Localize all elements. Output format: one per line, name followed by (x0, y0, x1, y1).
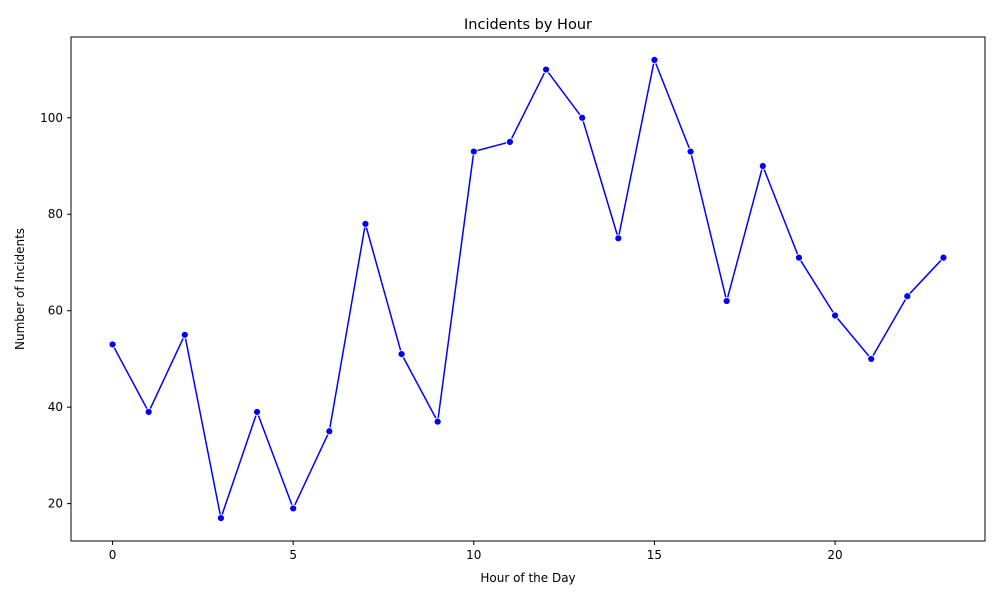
y-axis-label: Number of Incidents (13, 228, 27, 350)
data-point (180, 330, 189, 339)
data-point (939, 253, 948, 262)
data-point (722, 297, 731, 305)
y-tick-label: 40 (48, 400, 63, 414)
data-point (253, 408, 261, 416)
data-point (217, 514, 225, 522)
chart-title: Incidents by Hour (464, 17, 592, 33)
y-tick-label: 100 (40, 111, 63, 125)
data-point (433, 417, 442, 426)
data-point (144, 408, 153, 416)
data-point (578, 113, 587, 122)
plot-frame (70, 36, 986, 542)
data-point (650, 56, 659, 64)
data-point (506, 137, 514, 146)
x-axis: 0 5 10 15 20 (109, 541, 843, 562)
data-point (795, 253, 803, 262)
x-tick-label: 15 (647, 548, 662, 562)
data-point (758, 162, 767, 170)
data-point (867, 355, 876, 363)
data-point (469, 147, 478, 156)
data-point (361, 219, 370, 228)
y-axis: 20 40 60 80 100 (40, 111, 71, 511)
plot-area (108, 56, 948, 522)
data-point (831, 311, 839, 320)
x-tick-label: 20 (827, 548, 842, 562)
y-tick-label: 20 (48, 497, 63, 511)
data-point (614, 234, 623, 243)
data-point (397, 350, 406, 359)
y-tick-label: 60 (48, 304, 63, 318)
data-point (686, 147, 695, 156)
data-point (325, 427, 334, 436)
x-axis-label: Hour of the Day (480, 571, 575, 585)
x-tick-label: 10 (466, 548, 481, 562)
data-point (108, 340, 117, 349)
series-line (111, 59, 945, 519)
y-tick-label: 80 (48, 207, 63, 221)
x-tick-label: 5 (289, 548, 297, 562)
data-point (289, 504, 298, 513)
data-point (903, 292, 912, 301)
data-point (542, 65, 550, 74)
x-tick-label: 0 (109, 548, 117, 562)
